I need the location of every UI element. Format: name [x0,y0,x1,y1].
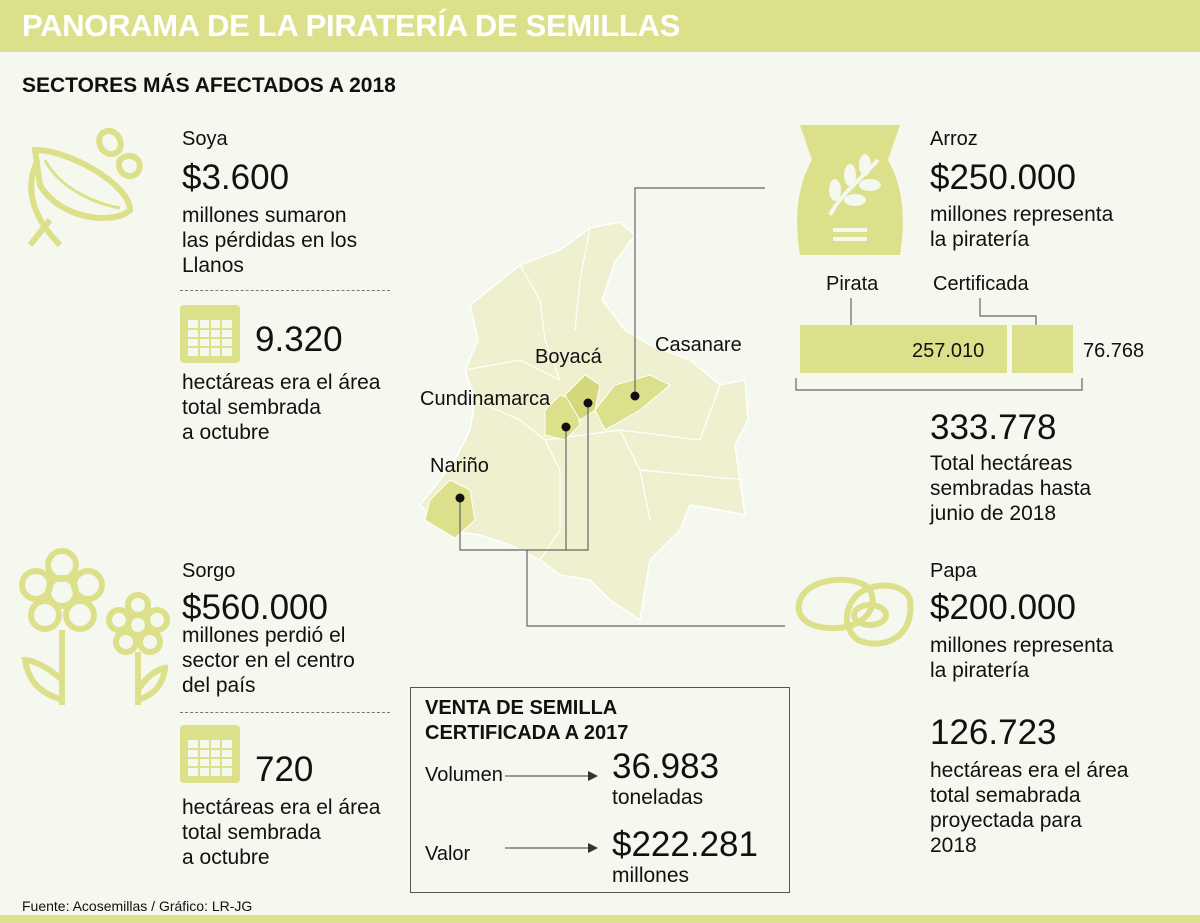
sorgo-desc: millones perdió el sector en el centro del… [182,624,355,697]
map-label-boyaca: Boyacá [535,346,602,368]
divider [180,290,390,291]
flower-icon [19,548,170,705]
venta-box [410,687,790,893]
papa-amount: $200.000 [930,588,1076,627]
valor-value: $222.281 [612,825,758,864]
valor-unit: millones [612,864,690,887]
soya-desc: millones sumaron las pérdidas en los Llano… [182,204,358,277]
footer-band [0,915,1200,923]
certificada-value: 76.768 [1083,340,1145,362]
papa-name: Papa [930,560,977,582]
volumen-unit: toneladas [612,786,704,809]
papa-desc: millones representa la piratería [930,634,1114,682]
casanare-region [594,374,671,431]
certificada-label: Certificada [933,273,1029,295]
page-title: PANORAMA DE LA PIRATERÍA DE SEMILLAS [22,8,681,43]
pirata-value: 257.010 [912,340,985,362]
header-band [0,0,1200,52]
volumen-label: Volumen [425,764,503,786]
source-footer: Fuente: Acosemillas / Gráfico: LR-JG [22,898,253,914]
venta-title: VENTA DE SEMILLA CERTIFICADA A 2017 [425,697,629,744]
subtitle: SECTORES MÁS AFECTADOS A 2018 [22,74,396,97]
soya-area-desc: hectáreas era el área total sembrada a oct… [182,371,381,444]
sorgo-name: Sorgo [182,560,236,582]
arroz-total: 333.778 [930,408,1057,447]
pirata-bar [800,325,1007,373]
arroz-name: Arroz [930,128,978,150]
soybean-icon [27,128,143,248]
sorgo-area-desc: hectáreas era el área total sembrada a oct… [182,796,381,869]
papa-area-desc: hectáreas era el área total semabrada proy… [930,759,1129,857]
divider [180,712,390,713]
map-label-narino: Nariño [430,455,489,477]
boyaca-region [564,374,601,421]
arrow-heads [588,771,598,853]
valor-label: Valor [425,843,471,865]
arroz-desc: millones representa la piratería [930,203,1114,251]
map-label-casanare: Casanare [655,334,742,356]
soya-area: 9.320 [255,320,343,359]
certificada-bar [1012,325,1073,373]
potato-icon [795,576,914,647]
arroz-amount: $250.000 [930,158,1076,197]
rice-bag-icon [797,125,903,255]
papa-area: 126.723 [930,713,1057,752]
arroz-total-desc: Total hectáreas sembradas hasta junio de 2… [930,452,1092,525]
sorgo-amount: $560.000 [182,588,328,627]
volumen-value: 36.983 [612,747,720,786]
map-label-cundinamarca: Cundinamarca [420,388,551,410]
soya-amount: $3.600 [182,158,290,197]
sorgo-area: 720 [255,750,314,789]
leader-lines [459,187,1083,849]
soya-name: Soya [182,128,228,150]
colombia-map [418,221,749,622]
pirata-label: Pirata [826,273,879,295]
